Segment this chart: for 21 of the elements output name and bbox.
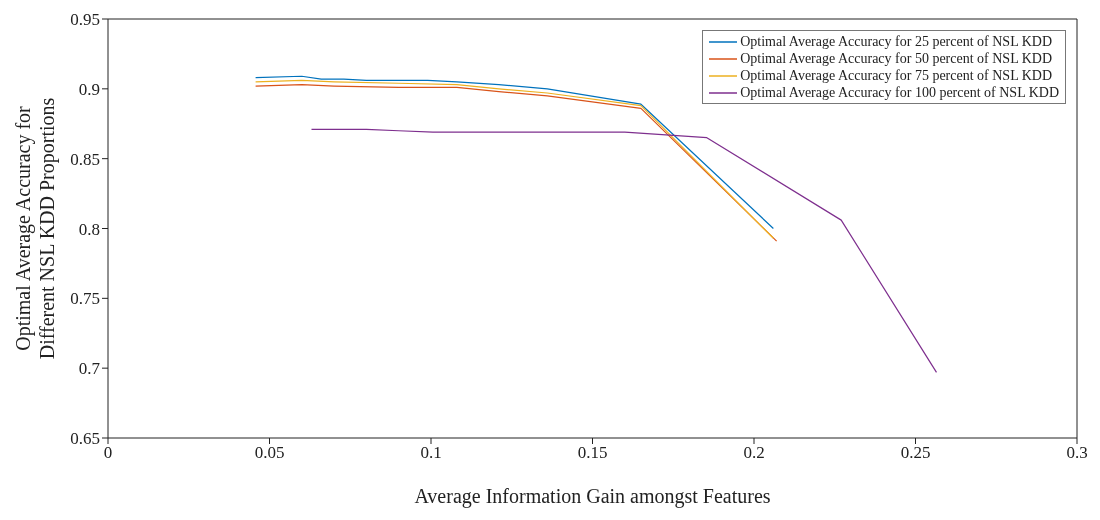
y-tick-label: 0.95 (70, 10, 100, 30)
line-series (310, 128, 938, 373)
x-axis-title: Average Information Gain amongst Features (414, 485, 771, 508)
x-tick-label: 0.15 (577, 443, 608, 463)
y-tick-label: 0.85 (70, 149, 100, 169)
x-tick-label: 0.2 (743, 443, 765, 463)
legend-label: Optimal Average Accuracy for 25 percent of NSL KDD (740, 33, 1052, 50)
x-tick-label: 0.1 (420, 443, 442, 463)
y-axis-title: Optimal Average Accuracy for Different NSL KDD Proportions (12, 97, 59, 360)
y-tick-label: 0.75 (70, 289, 100, 309)
x-tick-label: 0.05 (254, 443, 285, 463)
x-tick-label: 0.25 (900, 443, 931, 463)
legend-label: Optimal Average Accuracy for 100 percent of NSL KDD (740, 84, 1059, 101)
x-tick-label: 0 (103, 443, 113, 463)
legend-label: Optimal Average Accuracy for 50 percent of NSL KDD (740, 50, 1052, 67)
y-tick-label: 0.65 (70, 429, 100, 449)
y-tick-label: 0.8 (78, 219, 100, 239)
x-tick-label: 0.3 (1066, 443, 1088, 463)
legend-label: Optimal Average Accuracy for 75 percent of NSL KDD (740, 67, 1052, 84)
y-tick-label: 0.9 (78, 79, 100, 99)
y-tick-label: 0.7 (78, 359, 101, 379)
